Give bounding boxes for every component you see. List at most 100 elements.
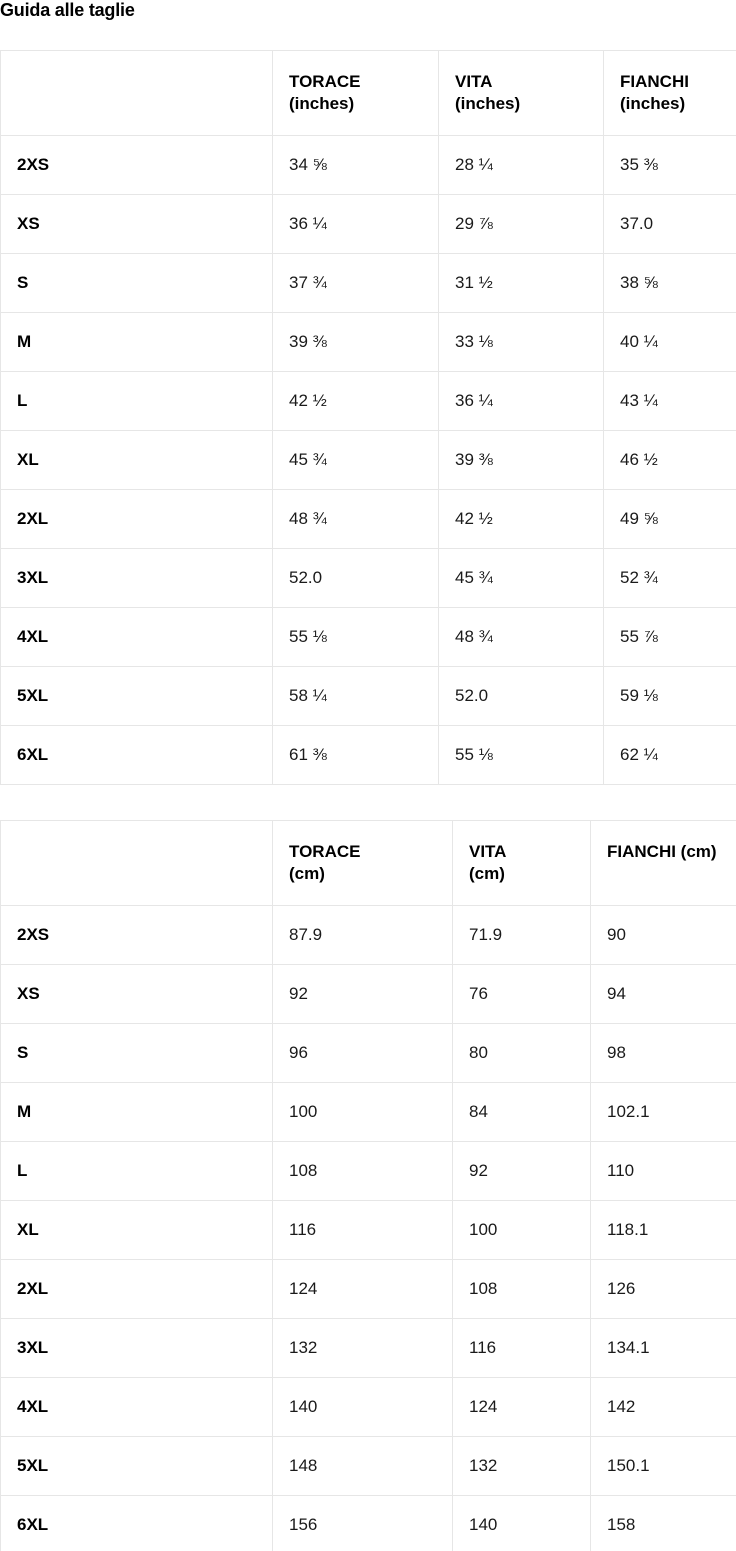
size-table-inches-head: TORACE (inches) VITA (inches) FIANCHI (inches…: [0, 50, 736, 136]
measurement-cell: 55 ⅛: [272, 607, 439, 667]
table-row: S 37 ¾ 31 ½ 38 ⅝: [0, 253, 736, 313]
table-row: 6XL 61 ⅜ 55 ⅛ 62 ¼: [0, 725, 736, 785]
size-label-cell: 6XL: [0, 1495, 273, 1551]
size-label-cell: XS: [0, 964, 273, 1024]
size-label-cell: 2XL: [0, 1259, 273, 1319]
measurement-cell: 37 ¾: [272, 253, 439, 313]
measurement-cell: 39 ⅜: [438, 430, 604, 490]
size-label-cell: 2XS: [0, 135, 273, 195]
measurement-cell: 43 ¼: [603, 371, 736, 431]
measurement-cell: 116: [272, 1200, 453, 1260]
size-label-cell: XL: [0, 430, 273, 490]
size-label-cell: S: [0, 253, 273, 313]
measurement-cell: 38 ⅝: [603, 253, 736, 313]
measurement-cell: 90: [590, 905, 736, 965]
measurement-cell: 100: [272, 1082, 453, 1142]
measurement-cell: 118.1: [590, 1200, 736, 1260]
measurement-cell: 31 ½: [438, 253, 604, 313]
measurement-cell: 34 ⅝: [272, 135, 439, 195]
measurement-cell: 52 ¾: [603, 548, 736, 608]
measurement-cell: 80: [452, 1023, 591, 1083]
header-row: TORACE (cm) VITA (cm) FIANCHI (cm): [0, 820, 736, 906]
size-label-cell: L: [0, 371, 273, 431]
measurement-cell: 108: [452, 1259, 591, 1319]
measurement-cell: 134.1: [590, 1318, 736, 1378]
size-table-inches: TORACE (inches) VITA (inches) FIANCHI (inches…: [0, 50, 736, 785]
measurement-cell: 148: [272, 1436, 453, 1496]
measurement-cell: 58 ¼: [272, 666, 439, 726]
measurement-cell: 158: [590, 1495, 736, 1551]
measurement-cell: 35 ⅜: [603, 135, 736, 195]
size-label-cell: M: [0, 312, 273, 372]
column-header: VITA (cm): [452, 820, 591, 906]
size-label-cell: S: [0, 1023, 273, 1083]
measurement-cell: 156: [272, 1495, 453, 1551]
table-row: 2XL 124 108 126: [0, 1259, 736, 1319]
column-header-line: TORACE: [289, 72, 361, 91]
table-row: XL 45 ¾ 39 ⅜ 46 ½: [0, 430, 736, 490]
table-row: 6XL 156 140 158: [0, 1495, 736, 1551]
size-table-inches-wrap: TORACE (inches) VITA (inches) FIANCHI (inches…: [0, 50, 736, 785]
measurement-cell: 36 ¼: [438, 371, 604, 431]
table-row: XL 116 100 118.1: [0, 1200, 736, 1260]
column-header: TORACE (inches): [272, 50, 439, 136]
table-row: L 42 ½ 36 ¼ 43 ¼: [0, 371, 736, 431]
table-row: 2XS 34 ⅝ 28 ¼ 35 ⅜: [0, 135, 736, 195]
measurement-cell: 46 ½: [603, 430, 736, 490]
column-header-line: (inches): [289, 94, 355, 113]
measurement-cell: 48 ¾: [272, 489, 439, 549]
measurement-cell: 33 ⅛: [438, 312, 604, 372]
measurement-cell: 124: [452, 1377, 591, 1437]
measurement-cell: 96: [272, 1023, 453, 1083]
measurement-cell: 126: [590, 1259, 736, 1319]
measurement-cell: 61 ⅜: [272, 725, 439, 785]
measurement-cell: 98: [590, 1023, 736, 1083]
measurement-cell: 48 ¾: [438, 607, 604, 667]
measurement-cell: 87.9: [272, 905, 453, 965]
measurement-cell: 150.1: [590, 1436, 736, 1496]
table-row: 4XL 140 124 142: [0, 1377, 736, 1437]
measurement-cell: 59 ⅛: [603, 666, 736, 726]
measurement-cell: 39 ⅜: [272, 312, 439, 372]
table-row: 3XL 132 116 134.1: [0, 1318, 736, 1378]
size-label-cell: 3XL: [0, 1318, 273, 1378]
size-table-cm-body: 2XS 87.9 71.9 90 XS 92 76 94 S 96 80 98 M 100 84 102.1 L…: [0, 905, 736, 1551]
measurement-cell: 92: [272, 964, 453, 1024]
size-table-inches-body: 2XS 34 ⅝ 28 ¼ 35 ⅜ XS 36 ¼ 29 ⅞ 37.0 S 37 ¾ 31 ½ 38…: [0, 135, 736, 785]
column-header-line: TORACE: [289, 842, 361, 861]
measurement-cell: 100: [452, 1200, 591, 1260]
header-row: TORACE (inches) VITA (inches) FIANCHI (inches…: [0, 50, 736, 136]
measurement-cell: 42 ½: [272, 371, 439, 431]
measurement-cell: 132: [272, 1318, 453, 1378]
column-header-line: FIANCHI (cm): [607, 842, 717, 861]
column-header-line: (cm): [289, 864, 325, 883]
measurement-cell: 140: [452, 1495, 591, 1551]
table-row: M 39 ⅜ 33 ⅛ 40 ¼: [0, 312, 736, 372]
column-header: TORACE (cm): [272, 820, 453, 906]
column-header: FIANCHI (inches): [603, 50, 736, 136]
table-row: S 96 80 98: [0, 1023, 736, 1083]
column-header: FIANCHI (cm): [590, 820, 736, 906]
column-header-line: VITA: [469, 842, 507, 861]
measurement-cell: 62 ¼: [603, 725, 736, 785]
measurement-cell: 110: [590, 1141, 736, 1201]
size-label-cell: 2XS: [0, 905, 273, 965]
measurement-cell: 76: [452, 964, 591, 1024]
size-label-cell: XS: [0, 194, 273, 254]
table-gap: [0, 785, 736, 820]
size-table-cm: TORACE (cm) VITA (cm) FIANCHI (cm) 2XS 87.9 71…: [0, 820, 736, 1551]
table-row: XS 92 76 94: [0, 964, 736, 1024]
measurement-cell: 37.0: [603, 194, 736, 254]
measurement-cell: 28 ¼: [438, 135, 604, 195]
table-row: 2XS 87.9 71.9 90: [0, 905, 736, 965]
size-label-cell: XL: [0, 1200, 273, 1260]
size-label-cell: 4XL: [0, 1377, 273, 1437]
size-label-cell: 4XL: [0, 607, 273, 667]
measurement-cell: 71.9: [452, 905, 591, 965]
table-row: 5XL 58 ¼ 52.0 59 ⅛: [0, 666, 736, 726]
column-header-line: (cm): [469, 864, 505, 883]
measurement-cell: 42 ½: [438, 489, 604, 549]
measurement-cell: 84: [452, 1082, 591, 1142]
measurement-cell: 142: [590, 1377, 736, 1437]
